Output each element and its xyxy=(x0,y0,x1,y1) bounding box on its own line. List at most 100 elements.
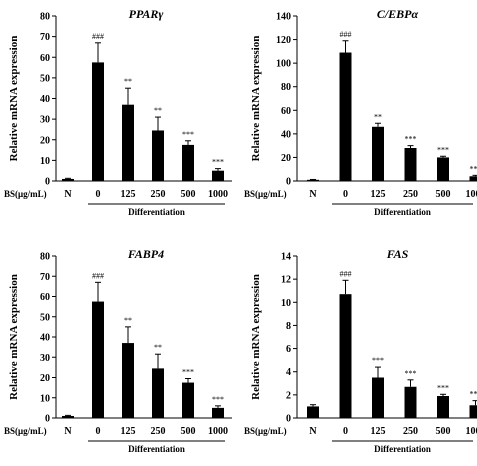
significance-label: *** xyxy=(372,356,384,365)
bar xyxy=(372,126,384,181)
x-tick-label: 250 xyxy=(151,426,166,437)
x-tick-label: 125 xyxy=(371,189,386,200)
bar xyxy=(404,386,417,418)
x-tick-label: 500 xyxy=(436,426,451,437)
y-axis-label: Relative mRNA expression xyxy=(250,36,262,162)
x-tick-label: 1000 xyxy=(466,426,477,437)
x-tick-label: 500 xyxy=(181,189,196,200)
significance-label: *** xyxy=(182,130,194,139)
bar xyxy=(152,130,164,181)
chart-title: PPARγ xyxy=(129,7,164,21)
significance-label: ### xyxy=(92,271,104,280)
x-tick-label: 125 xyxy=(121,189,136,200)
bar xyxy=(437,396,449,418)
x-tick-label: N xyxy=(309,426,317,437)
y-tick-label: 100 xyxy=(276,59,291,70)
y-tick-label: 30 xyxy=(40,115,50,126)
x-tick-label: 500 xyxy=(436,189,451,200)
bar xyxy=(307,179,319,181)
significance-label: *** xyxy=(470,390,477,399)
significance-label: ** xyxy=(154,343,162,352)
y-tick-label: 70 xyxy=(40,272,50,283)
significance-label: ### xyxy=(340,30,352,39)
x-tick-label: N xyxy=(64,426,72,437)
y-tick-label: 40 xyxy=(40,333,50,344)
bar xyxy=(62,415,74,418)
significance-label: *** xyxy=(182,368,194,377)
bar xyxy=(92,301,104,418)
bar xyxy=(339,294,352,418)
x-tick-label: 0 xyxy=(96,189,101,200)
x-axis-label: Differentiation xyxy=(374,444,431,454)
significance-label: *** xyxy=(470,164,477,173)
y-tick-label: 80 xyxy=(40,252,50,263)
y-tick-label: 30 xyxy=(40,353,50,364)
x-axis-label: Differentiation xyxy=(128,207,185,217)
x-tick-label: N xyxy=(309,189,317,200)
significance-label: ** xyxy=(154,106,162,115)
y-tick-label: 20 xyxy=(40,373,50,384)
bar xyxy=(307,406,319,418)
significance-label: *** xyxy=(437,145,449,154)
y-tick-label: 120 xyxy=(276,35,291,46)
x-axis-label: Differentiation xyxy=(128,444,185,454)
dose-row-label: BS(μg/mL) xyxy=(244,426,287,436)
bar xyxy=(122,104,134,181)
significance-label: ### xyxy=(340,269,352,278)
bar xyxy=(62,178,74,181)
y-tick-label: 80 xyxy=(281,82,291,93)
y-tick-label: 40 xyxy=(40,94,50,105)
significance-label: ### xyxy=(92,32,104,41)
x-tick-label: 125 xyxy=(121,426,136,437)
significance-label: ** xyxy=(124,316,132,325)
dose-row-label: BS(μg/mL) xyxy=(4,426,47,436)
x-tick-label: 0 xyxy=(343,189,348,200)
y-tick-label: 20 xyxy=(40,135,50,146)
y-tick-label: 20 xyxy=(281,153,291,164)
x-tick-label: 0 xyxy=(96,426,101,437)
y-tick-label: 6 xyxy=(286,344,291,355)
bar xyxy=(469,176,477,181)
bar xyxy=(339,52,352,182)
chart-title: C/EBPα xyxy=(377,7,419,21)
bar xyxy=(182,144,194,181)
y-tick-label: 0 xyxy=(286,414,291,425)
bar xyxy=(122,343,134,418)
dose-row-label: BS(μg/mL) xyxy=(4,189,47,199)
x-tick-label: 250 xyxy=(403,189,418,200)
x-tick-label: 1000 xyxy=(208,426,228,437)
y-tick-label: 10 xyxy=(40,393,50,404)
bar xyxy=(182,382,194,418)
y-tick-label: 8 xyxy=(286,321,291,332)
y-axis-label: Relative mRNA expression xyxy=(250,274,262,400)
bar xyxy=(404,148,417,181)
bar xyxy=(469,405,477,418)
y-tick-label: 0 xyxy=(286,177,291,188)
x-tick-label: 0 xyxy=(343,426,348,437)
x-tick-label: 1000 xyxy=(208,189,228,200)
y-tick-label: 140 xyxy=(276,12,291,23)
y-tick-label: 12 xyxy=(281,275,291,286)
significance-label: *** xyxy=(405,135,417,144)
significance-label: ** xyxy=(374,112,382,121)
bar xyxy=(372,377,384,418)
x-axis-label: Differentiation xyxy=(374,207,431,217)
y-tick-label: 10 xyxy=(40,156,50,167)
y-tick-label: 60 xyxy=(281,106,291,117)
y-tick-label: 10 xyxy=(281,298,291,309)
significance-label: ** xyxy=(124,77,132,86)
dose-row-label: BS(μg/mL) xyxy=(244,189,287,199)
x-tick-label: 125 xyxy=(371,426,386,437)
y-axis-label: Relative mRNA expression xyxy=(8,274,20,400)
y-tick-label: 14 xyxy=(281,252,291,263)
y-tick-label: 0 xyxy=(45,414,50,425)
y-tick-label: 2 xyxy=(286,390,291,401)
x-tick-label: 1000 xyxy=(466,189,477,200)
y-tick-label: 60 xyxy=(40,292,50,303)
x-tick-label: 250 xyxy=(151,189,166,200)
bar xyxy=(212,407,224,418)
y-tick-label: 50 xyxy=(40,73,50,84)
y-axis-label: Relative mRNA expression xyxy=(8,36,20,162)
bar xyxy=(152,368,164,418)
